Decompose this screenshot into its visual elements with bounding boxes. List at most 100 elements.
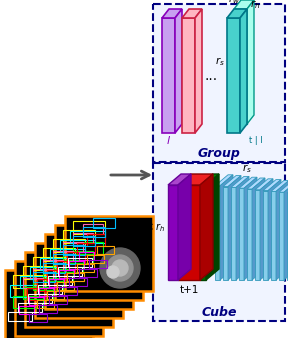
Bar bbox=[45, 234, 133, 309]
Polygon shape bbox=[227, 9, 247, 18]
Bar bbox=[53, 254, 75, 264]
Text: $r_s$: $r_s$ bbox=[215, 55, 225, 68]
Polygon shape bbox=[234, 9, 247, 124]
Bar bbox=[87, 255, 104, 263]
Bar bbox=[83, 224, 103, 234]
Bar bbox=[60, 240, 95, 252]
Bar bbox=[79, 252, 94, 260]
Bar bbox=[97, 246, 114, 254]
Polygon shape bbox=[168, 174, 191, 185]
Polygon shape bbox=[223, 176, 241, 187]
Bar bbox=[73, 221, 105, 234]
Bar bbox=[73, 242, 103, 254]
Bar bbox=[77, 243, 95, 255]
Bar bbox=[33, 272, 55, 282]
Bar bbox=[23, 287, 53, 299]
Bar bbox=[59, 287, 77, 295]
Polygon shape bbox=[178, 174, 191, 280]
Bar bbox=[47, 291, 64, 299]
Bar bbox=[15, 261, 103, 336]
Bar bbox=[70, 231, 105, 243]
Polygon shape bbox=[287, 193, 288, 280]
Polygon shape bbox=[268, 179, 281, 280]
Polygon shape bbox=[162, 9, 182, 18]
Bar bbox=[13, 275, 45, 288]
Polygon shape bbox=[175, 9, 182, 133]
Polygon shape bbox=[200, 185, 206, 280]
Polygon shape bbox=[206, 174, 219, 280]
Bar bbox=[33, 278, 63, 290]
Polygon shape bbox=[263, 191, 268, 280]
Bar bbox=[30, 267, 65, 279]
Bar bbox=[25, 252, 113, 327]
Bar bbox=[29, 314, 47, 322]
Bar bbox=[50, 249, 85, 261]
Bar bbox=[35, 243, 123, 318]
Polygon shape bbox=[279, 192, 284, 280]
Polygon shape bbox=[168, 185, 178, 280]
Circle shape bbox=[112, 260, 128, 276]
Polygon shape bbox=[228, 176, 241, 280]
Polygon shape bbox=[247, 0, 254, 124]
Polygon shape bbox=[178, 185, 200, 280]
Bar bbox=[28, 294, 52, 303]
Bar bbox=[65, 216, 153, 291]
Bar bbox=[57, 261, 75, 273]
Bar bbox=[48, 276, 72, 285]
Bar bbox=[83, 227, 105, 237]
Polygon shape bbox=[162, 18, 175, 133]
Circle shape bbox=[107, 255, 133, 281]
Polygon shape bbox=[247, 189, 252, 280]
Bar bbox=[73, 236, 95, 246]
Bar bbox=[29, 297, 44, 305]
Bar bbox=[63, 230, 95, 243]
Bar bbox=[40, 258, 75, 270]
Text: t | l: t | l bbox=[249, 136, 263, 145]
Polygon shape bbox=[252, 178, 265, 280]
Bar bbox=[63, 251, 93, 263]
Bar bbox=[23, 278, 43, 288]
Bar bbox=[5, 270, 93, 338]
Polygon shape bbox=[284, 181, 288, 280]
Bar bbox=[39, 305, 57, 313]
FancyBboxPatch shape bbox=[153, 4, 285, 162]
Polygon shape bbox=[247, 178, 265, 189]
Bar bbox=[18, 303, 42, 312]
Polygon shape bbox=[200, 174, 213, 280]
Polygon shape bbox=[231, 176, 249, 187]
Bar bbox=[19, 306, 34, 314]
Polygon shape bbox=[260, 179, 273, 280]
Bar bbox=[37, 300, 54, 308]
Polygon shape bbox=[182, 18, 195, 133]
Bar bbox=[59, 270, 74, 278]
Polygon shape bbox=[271, 180, 288, 191]
Bar bbox=[67, 273, 84, 281]
Polygon shape bbox=[227, 18, 240, 133]
Text: ...: ... bbox=[204, 69, 217, 82]
Polygon shape bbox=[215, 175, 233, 186]
Bar bbox=[27, 288, 45, 300]
Polygon shape bbox=[271, 191, 276, 280]
Bar bbox=[43, 260, 63, 270]
Bar bbox=[55, 225, 143, 300]
Bar bbox=[69, 261, 84, 269]
Bar bbox=[49, 296, 67, 304]
Bar bbox=[79, 269, 97, 277]
Bar bbox=[69, 278, 87, 286]
Polygon shape bbox=[200, 174, 219, 185]
Bar bbox=[89, 260, 107, 268]
Polygon shape bbox=[239, 177, 257, 188]
Bar bbox=[58, 267, 82, 276]
Bar bbox=[10, 285, 45, 297]
Polygon shape bbox=[215, 186, 220, 280]
Bar bbox=[43, 248, 75, 261]
Text: Cube: Cube bbox=[201, 306, 237, 319]
Polygon shape bbox=[240, 9, 247, 133]
Bar bbox=[53, 251, 73, 261]
Text: $r_w \times r_h$: $r_w \times r_h$ bbox=[134, 221, 166, 234]
Bar bbox=[53, 260, 83, 272]
Circle shape bbox=[107, 266, 119, 278]
Bar bbox=[68, 258, 92, 267]
Text: $r_h$: $r_h$ bbox=[250, 0, 260, 11]
Bar bbox=[33, 269, 53, 279]
